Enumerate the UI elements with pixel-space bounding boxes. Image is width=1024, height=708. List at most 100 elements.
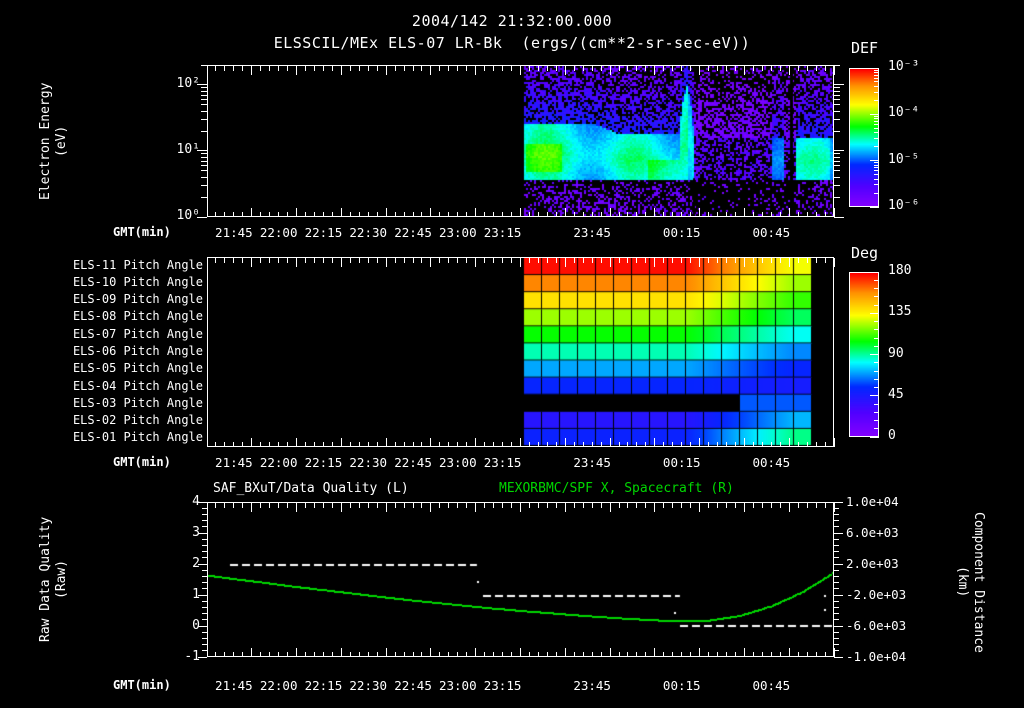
tick-mark: [475, 208, 477, 217]
time-tick-label: 23:00: [438, 455, 477, 470]
tick-mark: [870, 395, 879, 397]
tick-mark: [439, 258, 441, 263]
tick-mark: [224, 66, 226, 71]
tick-mark: [421, 66, 423, 71]
tick-mark: [834, 575, 839, 577]
tick-mark: [197, 150, 207, 152]
tick-mark: [278, 212, 280, 217]
tick-mark: [385, 208, 387, 217]
tick-mark: [690, 258, 692, 263]
tick-mark: [305, 258, 307, 263]
tick-mark: [331, 258, 333, 263]
tick-mark: [618, 652, 620, 657]
tick-mark: [870, 312, 879, 314]
time-tick-label: 23:45: [573, 455, 611, 470]
tick-mark: [439, 652, 441, 657]
tick-mark: [591, 503, 593, 508]
tick-mark: [296, 648, 298, 657]
tick-mark: [609, 66, 611, 75]
tick-mark: [546, 258, 548, 263]
tick-mark: [645, 258, 647, 263]
def-colorbar-tick-label: 10⁻⁶: [888, 198, 920, 213]
tick-mark: [296, 438, 298, 447]
tick-mark: [313, 212, 315, 217]
tick-mark: [403, 258, 405, 263]
tick-mark: [591, 66, 593, 71]
tick-mark: [278, 652, 280, 657]
tick-mark: [475, 438, 477, 447]
tick-mark: [322, 652, 324, 657]
tick-mark: [834, 619, 839, 621]
tick-mark: [376, 652, 378, 657]
tick-mark: [331, 66, 333, 71]
tick-mark: [201, 170, 207, 172]
tick-mark: [874, 81, 879, 83]
tick-mark: [734, 258, 736, 263]
tick-mark: [834, 110, 840, 112]
tick-mark: [761, 258, 763, 263]
tick-mark: [834, 90, 840, 92]
tick-mark: [269, 212, 271, 217]
electron-energy-spectrogram-panel[interactable]: [207, 65, 834, 217]
tick-mark: [322, 66, 324, 71]
tick-mark: [600, 503, 602, 508]
tick-mark: [779, 66, 781, 71]
time-tick-label: 22:30: [349, 225, 388, 240]
tick-mark: [681, 442, 683, 447]
time-tick-label: 23:45: [573, 225, 611, 240]
tick-mark: [215, 503, 217, 508]
tick-mark: [546, 652, 548, 657]
time-tick-label: 23:15: [483, 225, 522, 240]
tick-mark: [349, 212, 351, 217]
tick-mark: [484, 66, 486, 71]
tick-mark: [627, 212, 629, 217]
data-quality-panel[interactable]: [207, 502, 834, 657]
tick-mark: [726, 258, 727, 263]
tick-mark: [645, 503, 647, 508]
time-tick-label: 22:15: [304, 225, 343, 240]
tick-mark: [743, 258, 745, 267]
tick-mark: [331, 652, 333, 657]
tick-mark: [834, 160, 840, 162]
bottom-panel-y-label-right: Component Distance (km): [955, 511, 986, 653]
tick-mark: [313, 258, 315, 263]
time-tick-label: 22:45: [394, 678, 432, 693]
tick-mark: [874, 174, 879, 176]
tick-mark: [340, 66, 342, 75]
deg-colorbar-title: Deg: [851, 244, 879, 262]
tick-mark: [421, 442, 423, 447]
tick-mark: [367, 212, 369, 217]
tick-mark: [874, 74, 879, 76]
tick-mark: [206, 66, 208, 75]
tick-mark: [618, 66, 620, 71]
tick-mark: [202, 526, 207, 528]
tick-mark: [511, 442, 513, 447]
def-colorbar-tick-label: 10⁻⁵: [888, 151, 920, 167]
tick-mark: [421, 212, 423, 217]
top-y-tick-label: 10⁰: [176, 208, 200, 223]
tick-mark: [349, 652, 351, 657]
tick-mark: [834, 600, 839, 602]
tick-mark: [609, 648, 611, 657]
tick-mark: [412, 442, 414, 447]
tick-mark: [233, 212, 235, 217]
tick-mark: [690, 503, 692, 508]
tick-mark: [806, 212, 808, 217]
page-title: 2004/142 21:32:00.000: [411, 12, 613, 30]
tick-mark: [797, 503, 799, 508]
tick-mark: [672, 212, 674, 217]
tick-mark: [201, 118, 207, 120]
tick-mark: [313, 442, 315, 447]
tick-mark: [233, 442, 235, 447]
tick-mark: [215, 652, 217, 657]
tick-mark: [439, 442, 441, 447]
tick-mark: [834, 625, 843, 627]
tick-mark: [484, 503, 486, 508]
tick-mark: [224, 212, 226, 217]
tick-mark: [708, 503, 710, 508]
tick-mark: [663, 258, 665, 263]
tick-mark: [305, 652, 307, 657]
tick-mark: [681, 66, 683, 71]
tick-mark: [201, 110, 207, 112]
pitch-angle-panel[interactable]: [207, 257, 834, 447]
